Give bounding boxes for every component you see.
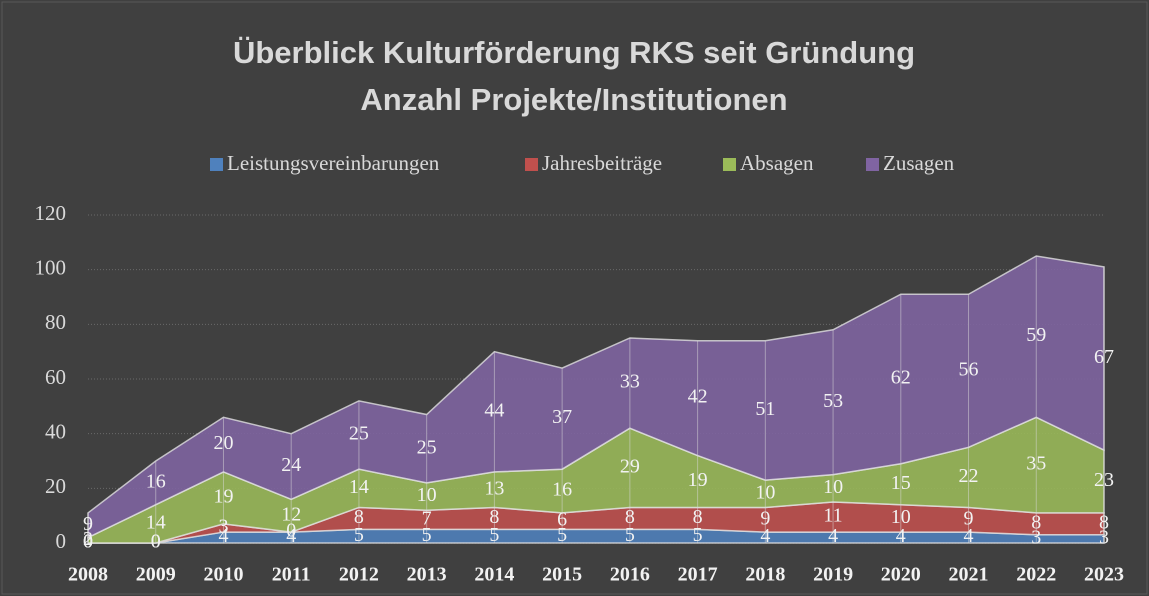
y-tick-label: 120 bbox=[35, 201, 67, 225]
data-label: 8 bbox=[1099, 511, 1109, 533]
data-label: 25 bbox=[349, 423, 369, 445]
data-label: 5 bbox=[489, 524, 499, 546]
chart-title: Überblick Kulturförderung RKS seit Gründ… bbox=[233, 35, 915, 70]
data-label: 2 bbox=[83, 528, 93, 550]
data-label: 11 bbox=[823, 505, 842, 527]
data-label: 56 bbox=[959, 358, 979, 380]
data-label: 44 bbox=[484, 399, 504, 421]
data-label: 8 bbox=[625, 506, 635, 528]
data-label: 33 bbox=[620, 371, 640, 393]
x-tick-label: 2008 bbox=[68, 564, 108, 586]
data-label: 10 bbox=[823, 476, 843, 498]
data-label: 20 bbox=[213, 432, 233, 454]
data-label: 0 bbox=[151, 531, 161, 553]
legend-swatch bbox=[866, 158, 879, 171]
x-tick-label: 2012 bbox=[339, 564, 379, 586]
data-label: 14 bbox=[349, 476, 369, 498]
data-label: 3 bbox=[1031, 526, 1041, 548]
data-label: 4 bbox=[828, 525, 838, 547]
legend-swatch bbox=[525, 158, 538, 171]
x-tick-label: 2018 bbox=[745, 564, 785, 586]
data-label: 16 bbox=[552, 479, 572, 501]
data-label: 14 bbox=[146, 511, 166, 533]
data-label: 4 bbox=[964, 525, 974, 547]
data-label: 8 bbox=[1031, 511, 1041, 533]
chart-subtitle: Anzahl Projekte/Institutionen bbox=[360, 82, 787, 117]
x-tick-label: 2022 bbox=[1016, 564, 1056, 586]
data-label: 6 bbox=[557, 509, 567, 531]
x-tick-label: 2021 bbox=[949, 564, 989, 586]
data-label: 0 bbox=[151, 531, 161, 553]
data-label: 9 bbox=[83, 513, 93, 535]
data-label: 35 bbox=[1026, 453, 1046, 475]
x-tick-label: 2023 bbox=[1084, 564, 1124, 586]
x-tick-label: 2014 bbox=[474, 564, 514, 586]
data-label: 12 bbox=[281, 503, 301, 525]
y-tick-label: 80 bbox=[45, 310, 66, 334]
y-tick-label: 20 bbox=[45, 474, 66, 498]
data-label: 23 bbox=[1094, 469, 1114, 491]
y-tick-label: 40 bbox=[45, 419, 66, 443]
data-label: 9 bbox=[964, 507, 974, 529]
data-label: 53 bbox=[823, 390, 843, 412]
data-label: 42 bbox=[688, 386, 708, 408]
data-label: 59 bbox=[1026, 324, 1046, 346]
y-tick-label: 60 bbox=[45, 365, 66, 389]
data-label: 5 bbox=[693, 524, 703, 546]
legend-swatch bbox=[210, 158, 223, 171]
y-tick-label: 0 bbox=[56, 529, 67, 553]
data-label: 10 bbox=[891, 506, 911, 528]
data-label: 67 bbox=[1094, 346, 1114, 368]
y-tick-label: 100 bbox=[35, 255, 67, 279]
data-label: 16 bbox=[146, 470, 166, 492]
data-label: 51 bbox=[755, 398, 775, 420]
data-label: 4 bbox=[286, 525, 296, 547]
x-tick-label: 2020 bbox=[881, 564, 921, 586]
x-tick-label: 2011 bbox=[272, 564, 311, 586]
data-label: 0 bbox=[83, 531, 93, 553]
data-label: 13 bbox=[484, 477, 504, 499]
data-label: 10 bbox=[417, 484, 437, 506]
data-label: 3 bbox=[218, 516, 228, 538]
data-label: 3 bbox=[1099, 526, 1109, 548]
legend-label: Leistungsvereinbarungen bbox=[227, 151, 440, 175]
x-tick-label: 2015 bbox=[542, 564, 582, 586]
x-tick-label: 2013 bbox=[407, 564, 447, 586]
data-label: 5 bbox=[354, 524, 364, 546]
data-label: 7 bbox=[422, 507, 432, 529]
data-label: 0 bbox=[286, 520, 296, 542]
x-tick-label: 2009 bbox=[136, 564, 176, 586]
data-label: 8 bbox=[354, 506, 364, 528]
x-tick-label: 2019 bbox=[813, 564, 853, 586]
data-label: 22 bbox=[959, 465, 979, 487]
data-label: 19 bbox=[213, 485, 233, 507]
data-label: 10 bbox=[755, 481, 775, 503]
data-label: 5 bbox=[625, 524, 635, 546]
data-label: 24 bbox=[281, 454, 301, 476]
legend-label: Absagen bbox=[740, 151, 814, 175]
data-label: 4 bbox=[218, 525, 228, 547]
data-label: 5 bbox=[557, 524, 567, 546]
data-label: 62 bbox=[891, 367, 911, 389]
data-label: 29 bbox=[620, 455, 640, 477]
data-label: 15 bbox=[891, 472, 911, 494]
data-label: 4 bbox=[760, 525, 770, 547]
data-label: 8 bbox=[693, 506, 703, 528]
data-label: 4 bbox=[896, 525, 906, 547]
legend-label: Jahresbeiträge bbox=[542, 151, 662, 175]
data-label: 0 bbox=[83, 531, 93, 553]
data-label: 25 bbox=[417, 436, 437, 458]
x-tick-label: 2017 bbox=[678, 564, 718, 586]
x-tick-label: 2016 bbox=[610, 564, 650, 586]
data-label: 8 bbox=[489, 506, 499, 528]
x-tick-label: 2010 bbox=[203, 564, 243, 586]
data-label: 5 bbox=[422, 524, 432, 546]
legend-label: Zusagen bbox=[883, 151, 955, 175]
legend-swatch bbox=[723, 158, 736, 171]
data-label: 37 bbox=[552, 406, 572, 428]
data-label: 19 bbox=[688, 469, 708, 491]
data-label: 9 bbox=[760, 507, 770, 529]
